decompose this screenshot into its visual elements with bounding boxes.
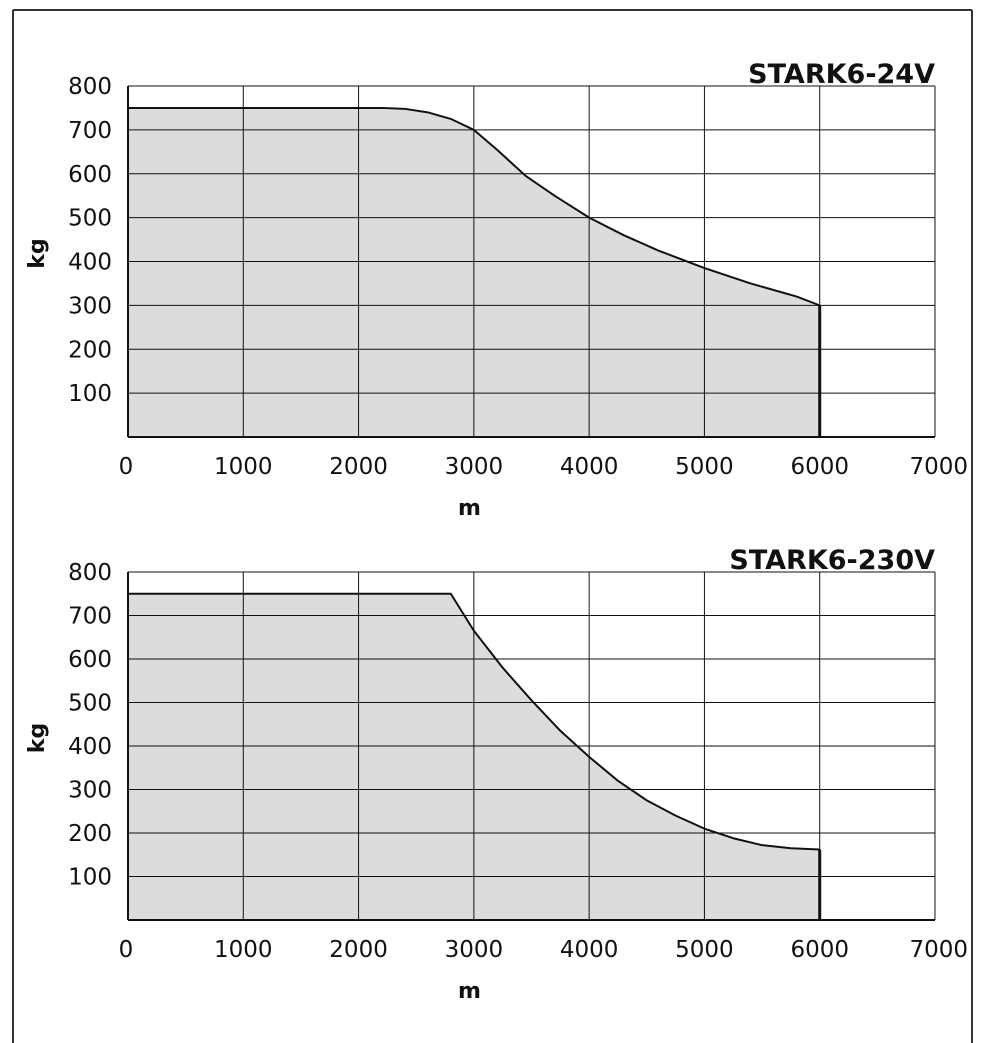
chart2-xtick-label: 1000 xyxy=(214,937,273,963)
chart2-xtick-label: 2000 xyxy=(329,937,388,963)
chart2-xtick-label: 6000 xyxy=(790,937,849,963)
chart1-ytick-label: 200 xyxy=(68,337,112,363)
chart1-xtick-label: 2000 xyxy=(329,454,388,480)
chart2-ytick-label: 400 xyxy=(68,734,112,760)
chart2-series-line xyxy=(128,592,820,851)
chart1-title: STARK6-24V xyxy=(748,59,935,90)
chart2-ytick-label: 700 xyxy=(68,604,112,630)
chart2-xtick-label: 5000 xyxy=(675,937,734,963)
chart1-ytick-label: 300 xyxy=(68,293,112,319)
chart2-title: STARK6-230V xyxy=(729,545,935,576)
chart2-xlabel: m xyxy=(458,979,481,1004)
chart1-xtick-label: 6000 xyxy=(790,454,849,480)
chart1-ytick-label: 800 xyxy=(68,74,112,100)
chart2-xtick-label: 4000 xyxy=(560,937,619,963)
chart2-ytick-label: 500 xyxy=(68,691,112,717)
chart2-ytick-label: 100 xyxy=(68,865,112,891)
chart1-xlabel: m xyxy=(458,496,481,521)
chart1-ytick-label: 100 xyxy=(68,381,112,407)
chart1-series-line xyxy=(128,106,821,307)
chart1-xtick-label: 4000 xyxy=(560,454,619,480)
chart2-ytick-label: 200 xyxy=(68,821,112,847)
chart1-xtick-label: 0 xyxy=(119,454,134,480)
chart1-ytick-label: 500 xyxy=(68,206,112,232)
chart1-ylabel: kg xyxy=(25,238,50,268)
chart2-ytick-label: 800 xyxy=(68,560,112,586)
chart2-xtick-label: 0 xyxy=(119,937,134,963)
chart1-xtick-label: 1000 xyxy=(214,454,273,480)
chart1-xtick-label: 3000 xyxy=(445,454,504,480)
chart1-xtick-label: 5000 xyxy=(675,454,734,480)
chart1-ytick-label: 400 xyxy=(68,250,112,276)
chart1-ytick-label: 700 xyxy=(68,118,112,144)
chart1-ytick-label: 600 xyxy=(68,162,112,188)
chart2-xtick-label: 7000 xyxy=(909,937,968,963)
chart1-xtick-label: 7000 xyxy=(909,454,968,480)
chart2-ytick-label: 300 xyxy=(68,778,112,804)
chart2-ylabel: kg xyxy=(25,723,50,753)
chart2-xtick-label: 3000 xyxy=(445,937,504,963)
chart2-ytick-label: 600 xyxy=(68,647,112,673)
